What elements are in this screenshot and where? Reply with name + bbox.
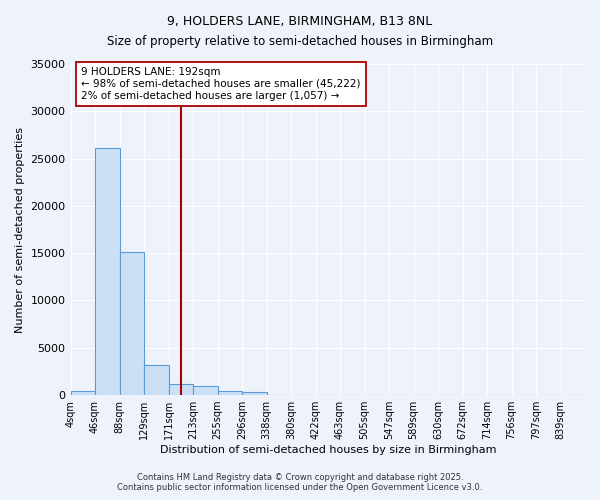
Bar (119, 252, 144, 395)
Bar (242, 392, 266, 395)
Bar (144, 366, 169, 395)
Bar (218, 391, 242, 395)
Y-axis label: Number of semi-detached properties: Number of semi-detached properties (15, 126, 25, 332)
Bar (71, 392, 95, 395)
Bar (95, 148, 119, 395)
Text: 9, HOLDERS LANE, BIRMINGHAM, B13 8NL: 9, HOLDERS LANE, BIRMINGHAM, B13 8NL (167, 15, 433, 28)
Bar (193, 386, 218, 395)
Text: Contains HM Land Registry data © Crown copyright and database right 2025.
Contai: Contains HM Land Registry data © Crown c… (118, 473, 482, 492)
X-axis label: Distribution of semi-detached houses by size in Birmingham: Distribution of semi-detached houses by … (160, 445, 496, 455)
Bar (169, 384, 193, 395)
Text: 9 HOLDERS LANE: 192sqm
← 98% of semi-detached houses are smaller (45,222)
2% of : 9 HOLDERS LANE: 192sqm ← 98% of semi-det… (81, 68, 361, 100)
Text: Size of property relative to semi-detached houses in Birmingham: Size of property relative to semi-detach… (107, 35, 493, 48)
